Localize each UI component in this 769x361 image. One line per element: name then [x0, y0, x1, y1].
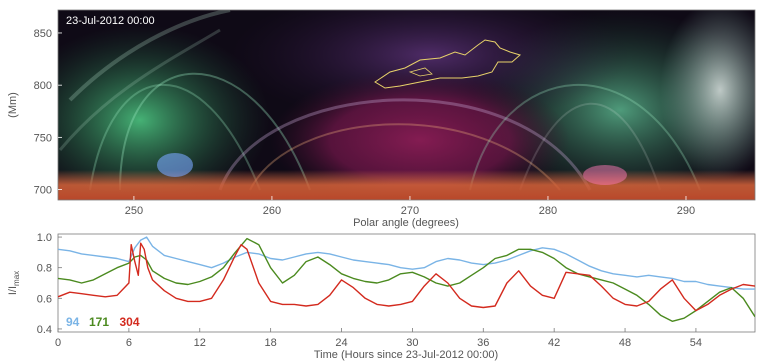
- image-x-axis: 250 260 270 280 290: [125, 196, 695, 217]
- solar-image: [58, 10, 755, 200]
- plot-x-axis: 0 6 12 18 24 30 36 42 48 54: [55, 328, 702, 349]
- series-lines: [58, 236, 755, 322]
- image-x-tick-label: 290: [677, 205, 695, 217]
- plot-x-tick-label: 0: [55, 337, 61, 349]
- legend-entry-94: 94: [66, 315, 80, 329]
- plot-x-axis-label: Time (Hours since 23-Jul-2012 00:00): [314, 349, 498, 361]
- image-x-tick-label: 280: [539, 205, 557, 217]
- y-label-main: I/I: [7, 286, 19, 295]
- plot-x-tick-label: 24: [335, 337, 347, 349]
- solar-image-panel: 23-Jul-2012 00:00 250 260 270 280 290 700 750…: [7, 9, 756, 229]
- plot-x-tick-label: 48: [619, 337, 631, 349]
- image-y-axis: 700 750 800 850: [34, 28, 62, 197]
- plot-x-tick-label: 6: [126, 337, 132, 349]
- plot-x-tick-label: 12: [194, 337, 206, 349]
- image-y-axis-label: (Mm): [7, 92, 19, 118]
- plot-y-tick-label: 1.0: [37, 232, 52, 244]
- light-curve-panel: 0 6 12 18 24 30 36 42 48 54 0.4 0.6 0.8 1.0 Time (Ho…: [7, 232, 756, 361]
- image-frame: [57, 9, 756, 201]
- plot-x-tick-label: 36: [477, 337, 489, 349]
- image-y-tick-label: 850: [34, 28, 52, 40]
- plot-y-axis: 0.4 0.6 0.8 1.0: [37, 232, 62, 336]
- plot-y-tick-label: 0.6: [37, 293, 52, 305]
- series-line-94: [58, 236, 755, 290]
- image-y-tick-label: 700: [34, 185, 52, 197]
- plot-x-tick-label: 30: [406, 337, 418, 349]
- image-timestamp: 23-Jul-2012 00:00: [66, 15, 155, 27]
- legend: 94 171 304: [66, 315, 140, 329]
- image-y-tick-label: 750: [34, 132, 52, 144]
- legend-entry-171: 171: [89, 315, 109, 329]
- image-y-tick-label: 800: [34, 80, 52, 92]
- plot-x-tick-label: 18: [265, 337, 277, 349]
- plot-y-tick-label: 0.4: [37, 324, 52, 336]
- legend-entry-304: 304: [120, 315, 140, 329]
- image-x-tick-label: 260: [263, 205, 281, 217]
- plot-y-tick-label: 0.8: [37, 263, 52, 275]
- plot-y-axis-label: I/Imax: [7, 271, 21, 295]
- image-x-tick-label: 270: [401, 205, 419, 217]
- plot-frame: [57, 233, 756, 333]
- image-x-tick-label: 250: [125, 205, 143, 217]
- plot-x-tick-label: 54: [690, 337, 702, 349]
- plot-x-tick-label: 42: [548, 337, 560, 349]
- image-x-axis-label: Polar angle (degrees): [353, 217, 459, 229]
- series-line-171: [58, 237, 755, 322]
- series-line-304: [58, 242, 755, 312]
- y-label-subscript: max: [12, 271, 21, 286]
